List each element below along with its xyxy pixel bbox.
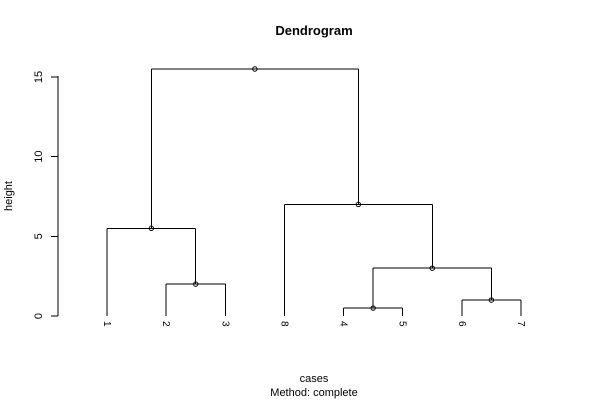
leaf-label: 3 [219, 321, 230, 327]
y-axis: 0 5 10 15 [33, 71, 59, 319]
merge-point [193, 281, 199, 287]
y-tick-label: 15 [33, 71, 45, 83]
y-axis-label: height [3, 181, 15, 211]
merge-point [355, 201, 362, 208]
leaf-label: 7 [515, 321, 526, 327]
leaf-label: 4 [338, 321, 349, 327]
chart-title: Dendrogram [275, 23, 352, 38]
leaf-label: 1 [101, 321, 112, 327]
leaf-label: 8 [278, 321, 289, 327]
method-subtitle: Method: complete [270, 387, 357, 399]
leaf-label: 6 [456, 321, 467, 327]
y-tick-label: 0 [33, 313, 45, 319]
leaf-label: 2 [160, 321, 171, 327]
merge-point [148, 225, 155, 232]
leaf-labels: 1 2 3 8 4 5 6 7 [101, 321, 526, 327]
leaf-label: 5 [397, 321, 408, 327]
x-axis-label: cases [300, 373, 329, 385]
merge-point [370, 305, 376, 311]
merge-point [488, 297, 495, 303]
merge-points [148, 66, 495, 311]
dendrogram-links [106, 68, 522, 316]
y-tick-label: 10 [33, 151, 45, 163]
y-tick-label: 5 [33, 233, 45, 239]
merge-point [429, 265, 435, 271]
merge-point [252, 66, 258, 72]
